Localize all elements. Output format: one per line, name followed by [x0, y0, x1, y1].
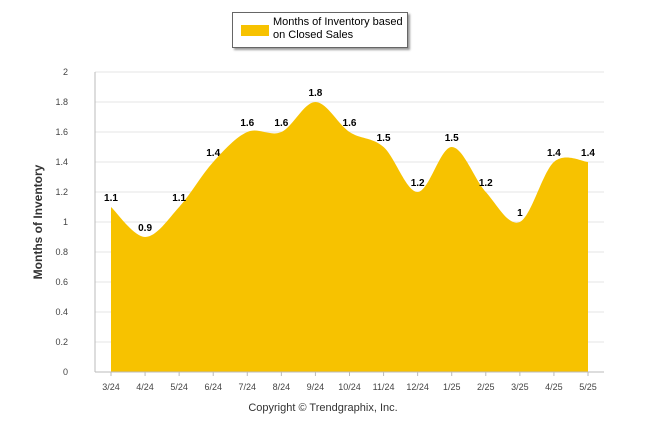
x-tick-label: 1/25: [443, 382, 461, 392]
data-label: 1.4: [581, 148, 595, 159]
x-tick-label: 6/24: [204, 382, 222, 392]
x-tick-label: 4/25: [545, 382, 563, 392]
legend-swatch: [241, 25, 269, 36]
x-tick-label: 7/24: [239, 382, 257, 392]
x-tick-label: 5/24: [170, 382, 188, 392]
x-tick-label: 2/25: [477, 382, 495, 392]
data-label: 1.5: [377, 133, 391, 144]
copyright-footer: Copyright © Trendgraphix, Inc.: [248, 402, 398, 414]
axes: 0 0.2 0.4 0.6 0.8 1 1.2 1.4 1.6 1.8 2 3/24 4/24 5/24 6…: [55, 67, 604, 392]
data-label: 1.1: [172, 193, 186, 204]
data-label: 1.1: [104, 193, 118, 204]
y-tick-label: 1.2: [55, 187, 68, 197]
legend-label: Months of Inventory based on Closed Sale…: [273, 16, 403, 41]
y-tick-label: 1.6: [55, 127, 68, 137]
x-tick-label: 10/24: [338, 382, 361, 392]
y-tick-label: 0.2: [55, 337, 68, 347]
y-axis-title: Months of Inventory: [31, 164, 45, 279]
y-tick-label: 1.8: [55, 97, 68, 107]
data-label: 1.6: [343, 118, 357, 129]
y-tick-label: 0.4: [55, 307, 68, 317]
y-tick-label: 1: [63, 217, 68, 227]
data-label: 1.4: [206, 148, 220, 159]
x-tick-label: 3/25: [511, 382, 529, 392]
data-label: 1.4: [547, 148, 561, 159]
data-labels: 1.1 0.9 1.1 1.4 1.6 1.6 1.8 1.6 1.5 1.2 1.5 1.2 1 1.4…: [104, 88, 595, 234]
data-label: 1.2: [411, 178, 425, 189]
area-series: [111, 102, 588, 372]
x-tick-label: 8/24: [273, 382, 291, 392]
x-tick-label: 11/24: [373, 382, 395, 392]
x-tick-label: 12/24: [406, 382, 429, 392]
data-label: 0.9: [138, 223, 152, 234]
y-tick-label: 2: [63, 67, 68, 77]
x-tick-label: 4/24: [136, 382, 154, 392]
x-tick-label: 3/24: [102, 382, 120, 392]
data-label: 1.6: [274, 118, 288, 129]
x-tick-label: 5/25: [579, 382, 597, 392]
data-label: 1.8: [308, 88, 322, 99]
y-tick-label: 0.8: [55, 247, 68, 257]
data-label: 1.2: [479, 178, 493, 189]
area-fill: [111, 102, 588, 372]
legend: Months of Inventory based on Closed Sale…: [232, 12, 408, 48]
y-tick-label: 0.6: [55, 277, 68, 287]
x-tick-label: 9/24: [307, 382, 325, 392]
data-label: 1.5: [445, 133, 459, 144]
y-tick-label: 0: [63, 367, 68, 377]
y-tick-label: 1.4: [55, 157, 68, 167]
data-label: 1: [517, 208, 523, 219]
data-label: 1.6: [240, 118, 254, 129]
